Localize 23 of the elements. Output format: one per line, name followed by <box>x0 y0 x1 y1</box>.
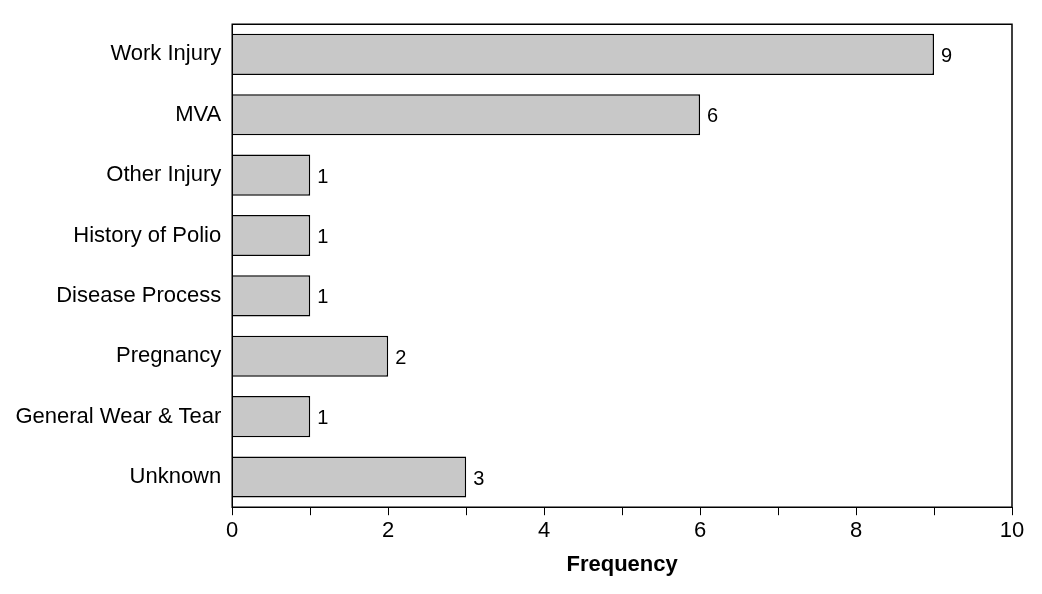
y-tick-label: Work Injury <box>110 40 222 66</box>
data-label: 1 <box>317 285 329 308</box>
x-tick-label: 4 <box>538 517 551 543</box>
x-axis-title: Frequency <box>566 550 679 576</box>
data-label: 9 <box>941 43 953 66</box>
y-tick-label: General Wear & Tear <box>15 402 222 428</box>
x-tick-label: 6 <box>693 517 707 543</box>
y-tick-label: Unknown <box>129 463 222 489</box>
y-tick-label: Other Injury <box>106 161 222 187</box>
y-tick-label: Pregnancy <box>116 342 222 368</box>
data-label: 1 <box>317 164 329 187</box>
x-tick-label: 10 <box>999 517 1025 543</box>
x-tick-label: 8 <box>849 517 863 543</box>
data-label: 1 <box>317 406 329 429</box>
data-label: 6 <box>707 104 719 127</box>
y-tick-label: History of Polio <box>73 221 222 247</box>
y-tick-label: MVA <box>175 100 222 126</box>
data-label: 3 <box>473 466 485 489</box>
data-label: 2 <box>395 345 407 368</box>
y-tick-label: Disease Process <box>56 281 222 307</box>
x-tick-label: 0 <box>226 517 239 543</box>
data-label: 1 <box>317 225 329 248</box>
x-tick-label: 2 <box>382 517 395 543</box>
